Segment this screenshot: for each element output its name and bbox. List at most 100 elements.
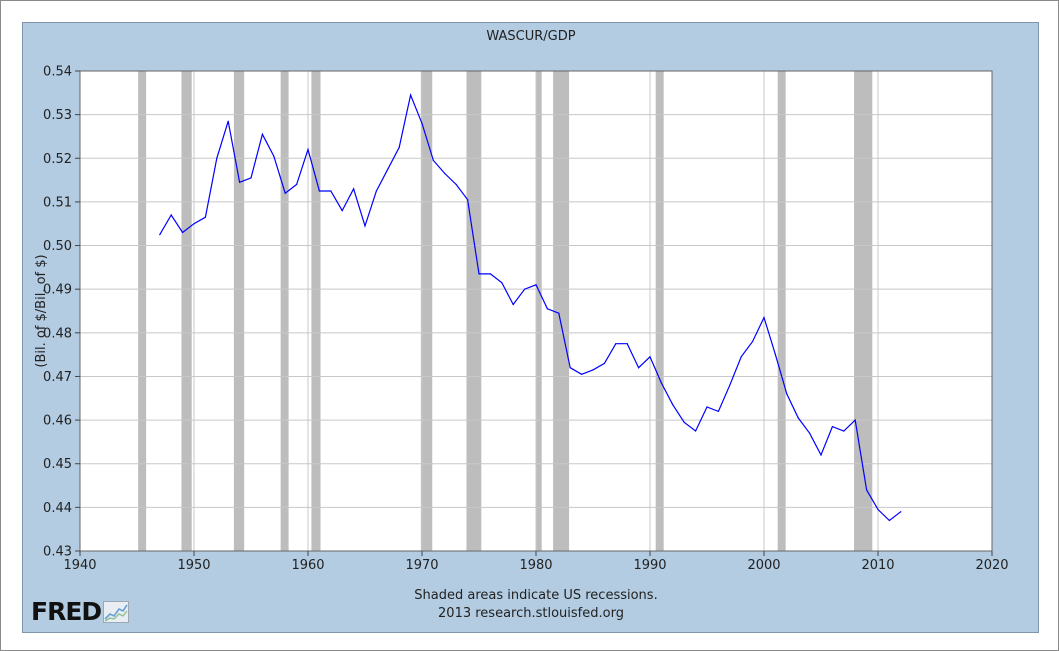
x-tick-label: 2000 xyxy=(747,558,780,573)
y-tick-label: 0.53 xyxy=(43,108,72,123)
recession-band xyxy=(854,71,873,551)
x-tick-label: 2010 xyxy=(861,558,894,573)
y-tick-label: 0.46 xyxy=(43,414,72,429)
series-point xyxy=(261,133,263,135)
series-point xyxy=(843,430,845,432)
fred-logo-text: FRED xyxy=(31,597,102,626)
x-tick-label: 1980 xyxy=(519,558,552,573)
series-point xyxy=(752,340,754,343)
series-point xyxy=(353,188,355,190)
series-point xyxy=(820,454,822,456)
series-points xyxy=(159,94,902,522)
series-point xyxy=(273,155,275,157)
y-tick-label: 0.49 xyxy=(43,283,72,298)
series-point xyxy=(524,288,526,290)
series-point xyxy=(216,157,218,159)
plot-area xyxy=(79,70,993,552)
series-point xyxy=(421,122,423,124)
series-point xyxy=(318,190,320,192)
y-tick-label: 0.44 xyxy=(43,501,72,516)
series-point xyxy=(809,432,811,434)
series-point xyxy=(866,489,868,491)
series-point xyxy=(546,308,549,310)
recession-note: Shaded areas indicate US recessions. xyxy=(414,588,657,603)
series-point xyxy=(706,406,708,408)
series-point xyxy=(660,382,663,384)
series-point xyxy=(569,367,571,369)
fred-logo: FRED xyxy=(31,597,130,626)
series-point xyxy=(615,343,617,345)
series-point xyxy=(763,316,765,319)
y-tick-label: 0.52 xyxy=(43,152,72,167)
series-point xyxy=(786,393,788,395)
series-point xyxy=(672,404,674,406)
series-point xyxy=(877,508,879,511)
series-point xyxy=(774,354,777,356)
series-point xyxy=(888,519,891,522)
series-point xyxy=(398,146,400,148)
series-point xyxy=(387,168,389,170)
y-tick-label: 0.50 xyxy=(43,239,72,254)
series-point xyxy=(535,284,537,286)
series-point xyxy=(695,430,697,432)
series-point xyxy=(284,192,286,194)
series-point xyxy=(364,225,366,227)
series-point xyxy=(170,214,172,216)
y-tick-label: 0.54 xyxy=(43,65,72,80)
series-point xyxy=(341,210,343,212)
x-tick-label: 2020 xyxy=(975,558,1008,573)
series-point xyxy=(683,421,685,423)
series-point xyxy=(501,282,503,284)
series-point xyxy=(489,273,491,275)
recession-band xyxy=(280,71,289,551)
series-point xyxy=(512,303,514,306)
series-point xyxy=(410,94,412,96)
x-tick-label: 1970 xyxy=(405,558,438,573)
series-point xyxy=(296,183,298,186)
recession-band xyxy=(777,71,786,551)
series-point xyxy=(900,511,902,513)
x-tick-label: 1990 xyxy=(633,558,666,573)
series-point xyxy=(797,417,799,419)
series-point xyxy=(227,120,229,122)
series-point xyxy=(159,234,161,236)
x-axis-ticks: 1940 1950 1960 1970 1980 1990 2000 2010 2020 xyxy=(63,551,1009,573)
recession-band xyxy=(553,71,570,551)
y-tick-label: 0.48 xyxy=(43,326,72,341)
series-point xyxy=(638,367,640,369)
x-tick-label: 1960 xyxy=(291,558,324,573)
y-tick-label: 0.45 xyxy=(43,457,72,472)
series-point xyxy=(193,223,195,225)
series-point xyxy=(592,369,594,371)
series-point xyxy=(250,177,252,179)
series-point xyxy=(182,231,184,234)
series-point xyxy=(375,190,377,192)
recession-band xyxy=(233,71,245,551)
x-tick-label: 1950 xyxy=(177,558,210,573)
recession-band xyxy=(181,71,192,551)
y-tick-label: 0.51 xyxy=(43,195,72,210)
y-axis-ticks: 0.54 0.53 0.52 0.51 0.50 0.49 0.48 0.47 0.46 0.45… xyxy=(43,65,80,560)
series-point xyxy=(603,362,606,364)
series-point xyxy=(649,356,651,358)
series-line xyxy=(159,92,902,522)
y-tick-label: 0.47 xyxy=(43,370,72,385)
series-point xyxy=(239,181,241,183)
recession-band xyxy=(655,71,664,551)
recession-band xyxy=(466,71,482,551)
series-point xyxy=(831,426,834,428)
series-point xyxy=(432,159,434,162)
series-point xyxy=(729,384,731,386)
fred-chart-icon xyxy=(103,600,130,623)
recession-band xyxy=(536,71,542,551)
series-point xyxy=(558,312,560,314)
series-point xyxy=(854,419,856,421)
series-point xyxy=(204,216,206,218)
series-point xyxy=(581,373,583,375)
series-point xyxy=(444,172,446,175)
series-point xyxy=(467,199,469,201)
source-note: 2013 research.stlouisfed.org xyxy=(438,606,624,621)
chart-title: WASCUR/GDP xyxy=(486,29,575,44)
series-point xyxy=(740,356,742,358)
